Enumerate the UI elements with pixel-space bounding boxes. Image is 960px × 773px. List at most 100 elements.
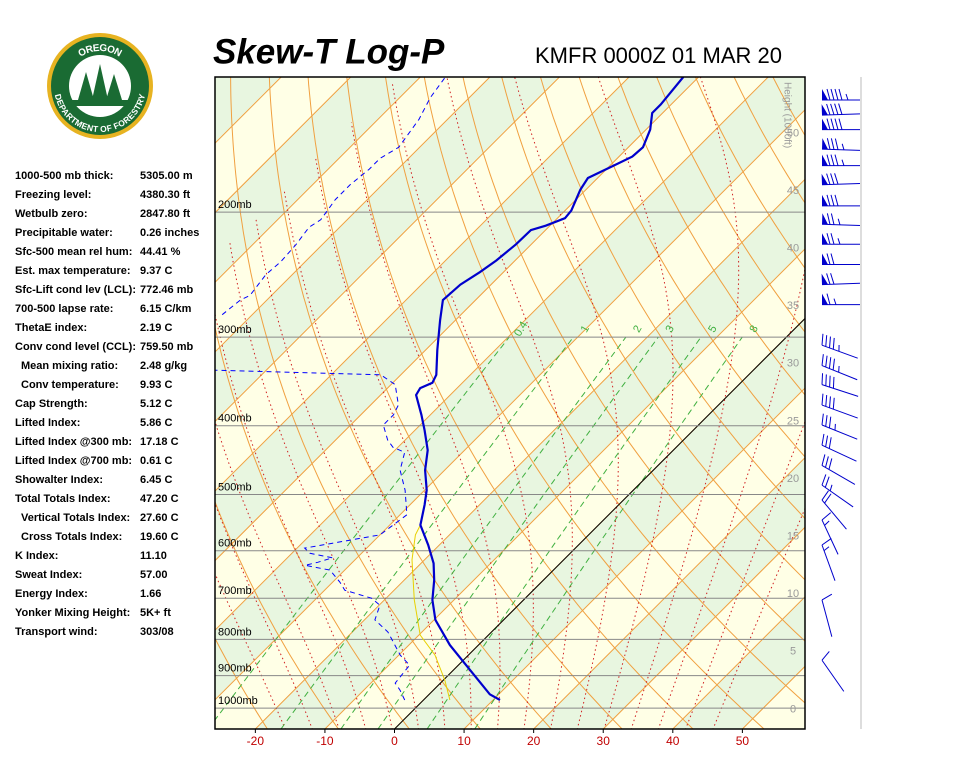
logo: OREGON DEPARTMENT OF FORESTRY [47,33,153,139]
barb-feather [822,354,823,365]
index-value: 44.41 % [140,246,181,258]
index-value: 9.93 C [140,379,172,391]
wind-barb [822,491,846,529]
pressure-label: 700mb [218,585,252,597]
barb-feather [827,273,830,284]
barb-feather [827,119,830,130]
barb-feather [835,119,838,130]
barb-staff [822,660,844,691]
barb-half [846,94,848,100]
barb-feather [827,195,830,206]
height-tick-label: 40 [787,243,799,255]
wind-barb [822,414,857,440]
index-value: 2.48 g/kg [140,360,187,372]
barb-half [834,299,836,305]
x-tick-label: 40 [666,734,680,748]
barb-feather [835,155,838,166]
barb-feather [831,195,834,206]
wind-barb [822,354,857,380]
x-tick-label: 30 [597,734,611,748]
index-label: Vertical Totals Index: [21,512,130,524]
index-value: 5K+ ft [140,607,171,619]
index-value: 5305.00 m [140,170,193,182]
index-value: 9.37 C [140,265,172,277]
barb-staff [822,149,860,150]
x-tick-label: 0 [391,734,398,748]
pressure-label: 400mb [218,413,252,425]
pressure-label: 800mb [218,626,252,638]
x-tick-label: -10 [316,734,334,748]
index-value: 4380.30 ft [140,189,190,201]
barb-half [838,238,840,244]
barb-feather [822,454,825,465]
barb-feather [826,436,828,447]
barb-staff [822,485,853,507]
wind-barb [822,474,853,507]
wind-barb [822,394,858,418]
barb-feather [826,335,827,346]
barb-feather [829,357,830,368]
barb-feather [822,394,823,405]
barb-feather [831,104,834,115]
wind-barb [822,373,858,396]
index-value: 6.15 C/km [140,303,192,315]
index-label: Precipitable water: [15,227,113,239]
wind-barb [822,651,844,691]
barb-feather [827,155,830,166]
index-value: 11.10 [140,550,167,562]
wind-barbs [822,89,860,691]
index-value: 5.12 C [140,398,172,410]
wind-barb [822,104,860,116]
height-axis-label: Height (1000ft) [781,82,792,148]
index-label: Cross Totals Index: [21,531,122,543]
barb-feather [827,174,830,185]
height-tick-label: 35 [787,300,799,312]
barb-feather [827,294,830,305]
wind-barb [822,155,860,166]
wind-barb [822,294,860,305]
wind-barb [822,233,860,244]
dry-adiabat [850,77,960,729]
index-value: 759.50 mb [140,341,193,353]
barb-feather [827,104,830,115]
index-value: 47.20 C [140,493,179,505]
height-tick-label: 10 [787,588,799,600]
x-tick-label: -20 [247,734,265,748]
barb-feather [833,377,834,388]
barb-feather [825,477,829,488]
barb-feather [831,233,834,244]
barb-feather [827,89,830,100]
barb-staff [822,600,832,637]
x-tick-label: 10 [457,734,471,748]
index-label: Cap Strength: [15,398,88,410]
index-label: Sfc-500 mean rel hum: [15,246,132,258]
height-tick-label: 0 [790,703,796,715]
barb-feather [822,474,826,485]
barb-feather [839,119,842,130]
height-tick-label: 30 [787,358,799,370]
barb-feather [830,376,831,387]
barb-feather [829,417,830,428]
index-label: Total Totals Index: [15,493,111,505]
barb-feather [839,104,842,115]
barb-staff [822,224,860,225]
barb-feather [825,456,828,467]
wind-barb [822,89,860,100]
index-value: 57.00 [140,569,168,581]
wind-barb [822,273,860,284]
barb-feather [829,458,832,469]
barb-feather [822,434,824,445]
index-label: Energy Index: [15,588,88,600]
pressure-label: 200mb [218,199,252,211]
index-value: 6.45 C [140,474,172,486]
barb-flag [822,138,828,149]
barb-feather [830,337,831,348]
index-label: Lifted Index @300 mb: [15,436,132,448]
index-label: ThetaE index: [15,322,87,334]
barb-half [830,485,832,491]
wind-barb [822,173,860,184]
barb-half [842,144,844,150]
index-label: Lifted Index: [15,417,80,429]
